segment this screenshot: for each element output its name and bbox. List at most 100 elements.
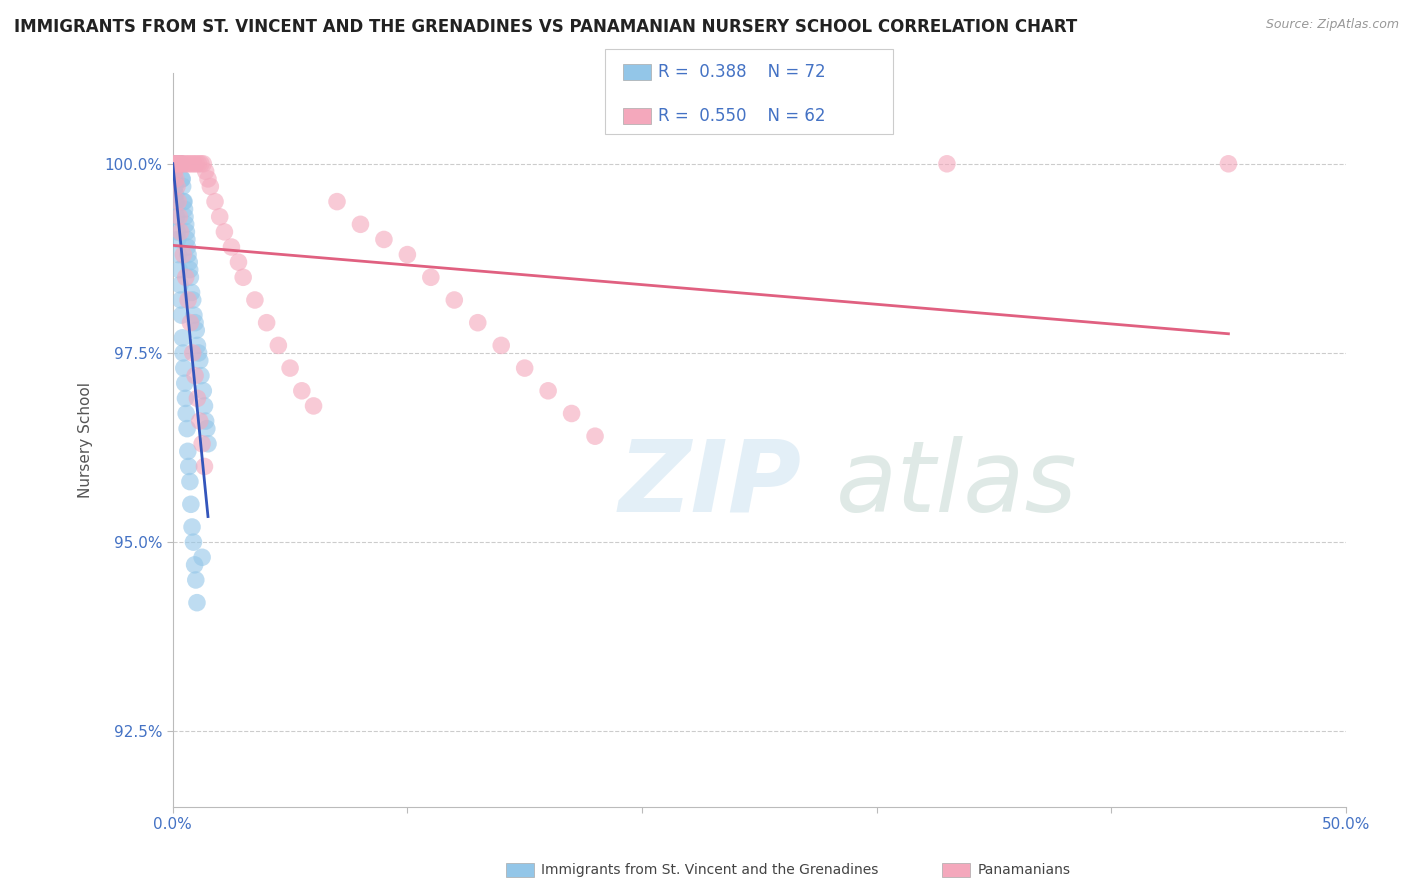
Point (208, 210, 231, 224)
Point (163, 172, 186, 186)
Point (179, 316, 201, 330)
Text: R =  0.388    N = 72: R = 0.388 N = 72 (658, 63, 825, 81)
Point (191, 436, 214, 450)
Point (326, 194, 349, 209)
Point (174, 210, 197, 224)
Point (170, 157, 193, 171)
Point (174, 217, 197, 231)
Point (396, 247, 419, 261)
Point (176, 232, 198, 246)
Point (176, 225, 198, 239)
Point (291, 384, 314, 398)
Point (179, 157, 201, 171)
Point (165, 157, 187, 171)
Point (181, 346, 204, 360)
Point (172, 194, 194, 209)
Point (163, 164, 186, 178)
Text: IMMIGRANTS FROM ST. VINCENT AND THE GRENADINES VS PANAMANIAN NURSERY SCHOOL CORR: IMMIGRANTS FROM ST. VINCENT AND THE GREN… (14, 18, 1077, 36)
Point (187, 157, 209, 171)
Point (172, 157, 194, 171)
Point (184, 316, 207, 330)
Point (186, 338, 208, 352)
Point (166, 210, 188, 224)
Point (183, 535, 205, 549)
Point (173, 202, 195, 217)
Point (179, 475, 201, 489)
Point (349, 217, 371, 231)
Point (179, 270, 201, 285)
Point (193, 384, 215, 398)
Point (167, 247, 190, 261)
Point (166, 157, 188, 171)
Text: Immigrants from St. Vincent and the Grenadines: Immigrants from St. Vincent and the Gren… (541, 863, 879, 877)
Point (373, 232, 395, 246)
Point (172, 331, 194, 345)
Point (172, 172, 194, 186)
Point (165, 157, 187, 171)
Point (170, 293, 193, 307)
Point (173, 194, 195, 209)
Point (186, 596, 208, 610)
Point (169, 225, 191, 239)
Point (183, 308, 205, 322)
Text: Panamanians: Panamanians (977, 863, 1070, 877)
Point (467, 316, 489, 330)
Point (184, 368, 207, 383)
Text: ZIP: ZIP (619, 435, 801, 533)
Point (165, 194, 187, 209)
Point (163, 164, 186, 178)
Point (513, 361, 536, 376)
Point (176, 422, 198, 436)
Point (243, 293, 266, 307)
Point (180, 285, 202, 300)
Point (165, 157, 187, 171)
Point (177, 247, 200, 261)
Point (173, 376, 195, 391)
Point (187, 346, 209, 360)
Point (163, 157, 186, 171)
Point (163, 157, 186, 171)
Point (169, 157, 191, 171)
Point (165, 157, 187, 171)
Point (537, 384, 560, 398)
Point (188, 414, 211, 428)
Point (169, 277, 191, 292)
Point (935, 157, 957, 171)
Point (172, 179, 194, 194)
Point (183, 157, 205, 171)
Point (176, 240, 198, 254)
Point (167, 157, 190, 171)
Point (167, 194, 190, 209)
Point (167, 157, 190, 171)
Point (186, 392, 208, 406)
Point (176, 157, 198, 171)
Point (177, 459, 200, 474)
Point (194, 414, 217, 428)
Point (174, 392, 197, 406)
Text: R =  0.550    N = 62: R = 0.550 N = 62 (658, 107, 825, 125)
Point (180, 157, 202, 171)
Point (181, 293, 204, 307)
Point (204, 194, 226, 209)
Point (165, 172, 187, 186)
Point (186, 323, 208, 337)
Point (174, 270, 197, 285)
Point (166, 179, 188, 194)
Point (179, 262, 201, 277)
Point (190, 157, 212, 171)
Point (172, 247, 194, 261)
Point (169, 157, 191, 171)
Point (183, 558, 205, 572)
Point (170, 308, 193, 322)
Point (167, 157, 190, 171)
Point (163, 157, 186, 171)
Point (232, 270, 254, 285)
Point (193, 399, 215, 413)
Point (169, 157, 191, 171)
Point (489, 338, 512, 352)
Point (165, 157, 187, 171)
Point (177, 293, 200, 307)
Point (193, 459, 215, 474)
Point (169, 210, 191, 224)
Point (197, 436, 219, 450)
